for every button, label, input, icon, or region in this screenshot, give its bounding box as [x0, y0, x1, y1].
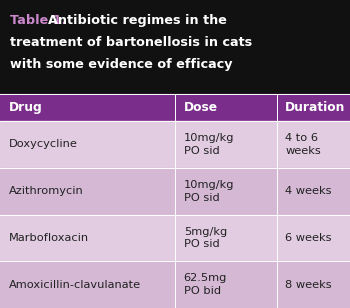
Bar: [0, 215, 350, 261]
Bar: [0, 168, 350, 215]
Text: 10mg/kg
PO sid: 10mg/kg PO sid: [184, 133, 234, 156]
Text: with some evidence of efficacy: with some evidence of efficacy: [10, 58, 233, 71]
Text: 6 weeks: 6 weeks: [285, 233, 332, 243]
Text: 10mg/kg
PO sid: 10mg/kg PO sid: [184, 180, 234, 203]
Bar: [0, 94, 350, 121]
Text: Amoxicillin-clavulanate: Amoxicillin-clavulanate: [9, 280, 141, 290]
Text: 4 weeks: 4 weeks: [285, 186, 332, 196]
Text: Drug: Drug: [9, 101, 42, 114]
Bar: [0, 0, 350, 94]
Text: 8 weeks: 8 weeks: [285, 280, 332, 290]
Text: Dose: Dose: [184, 101, 218, 114]
Bar: [0, 121, 350, 168]
Text: 5mg/kg
PO sid: 5mg/kg PO sid: [184, 227, 227, 249]
Text: Table 1.: Table 1.: [10, 14, 67, 27]
Bar: [0, 261, 350, 308]
Text: Marbofloxacin: Marbofloxacin: [9, 233, 89, 243]
Text: 4 to 6
weeks: 4 to 6 weeks: [285, 133, 321, 156]
Text: Duration: Duration: [285, 101, 346, 114]
Text: Azithromycin: Azithromycin: [9, 186, 84, 196]
Text: treatment of bartonellosis in cats: treatment of bartonellosis in cats: [10, 36, 253, 49]
Text: Doxycycline: Doxycycline: [9, 140, 78, 149]
Text: 62.5mg
PO bid: 62.5mg PO bid: [184, 274, 227, 296]
Text: Antibiotic regimes in the: Antibiotic regimes in the: [48, 14, 227, 27]
